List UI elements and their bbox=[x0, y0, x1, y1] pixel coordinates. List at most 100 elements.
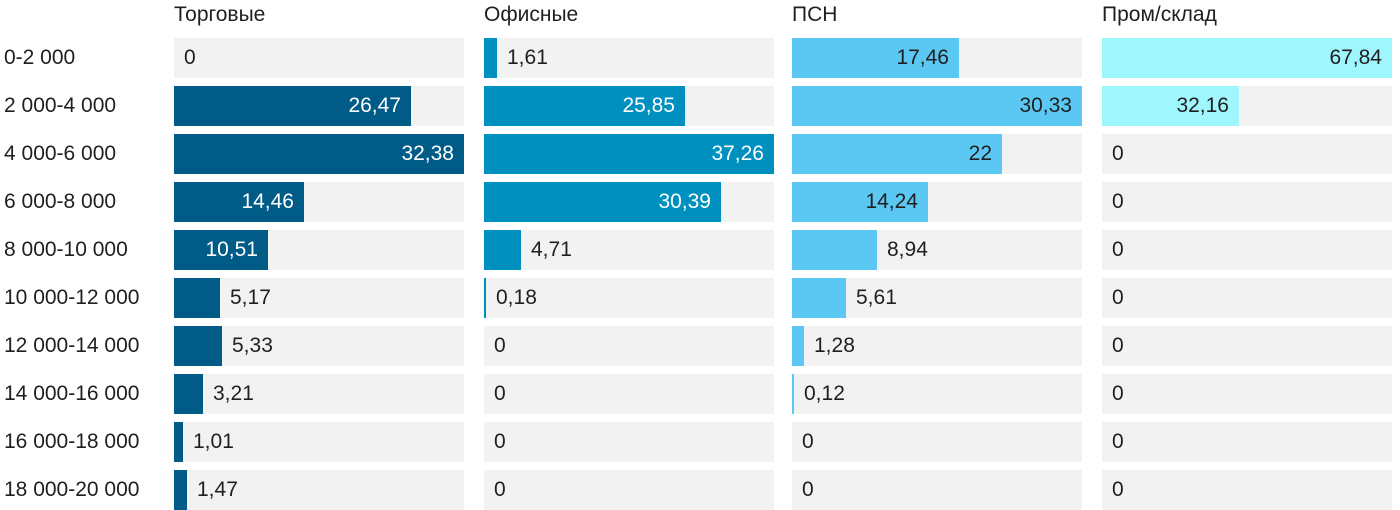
bar bbox=[484, 86, 685, 126]
bar-track: 0 bbox=[1102, 278, 1392, 318]
data-label: 8,94 bbox=[887, 238, 928, 261]
bar bbox=[792, 134, 1002, 174]
category-label: 18 000-20 000 bbox=[4, 478, 140, 501]
category-label: 8 000-10 000 bbox=[4, 238, 128, 261]
bar bbox=[174, 422, 183, 462]
bar-track: 10,51 bbox=[174, 230, 464, 270]
bar bbox=[792, 38, 959, 78]
category-label: 0-2 000 bbox=[4, 46, 76, 69]
bar bbox=[174, 230, 268, 270]
bar-track: 30,39 bbox=[484, 182, 774, 222]
data-label: 37,26 bbox=[711, 142, 764, 165]
bar bbox=[1102, 38, 1392, 78]
bar-track: 0,18 bbox=[484, 278, 774, 318]
bar-track: 32,38 bbox=[174, 134, 464, 174]
bar-track: 0 bbox=[484, 374, 774, 414]
bar bbox=[1102, 86, 1239, 126]
data-label: 5,61 bbox=[856, 286, 897, 309]
data-label: 1,01 bbox=[193, 430, 234, 453]
data-label: 0 bbox=[494, 430, 506, 453]
bar bbox=[174, 134, 464, 174]
data-label: 32,38 bbox=[401, 142, 454, 165]
bar-track: 0 bbox=[1102, 134, 1392, 174]
category-label: 14 000-16 000 bbox=[4, 382, 140, 405]
bar bbox=[484, 38, 497, 78]
bar-track: 30,33 bbox=[792, 86, 1082, 126]
data-label: 1,28 bbox=[814, 334, 855, 357]
category-label: 16 000-18 000 bbox=[4, 430, 140, 453]
bar bbox=[174, 374, 203, 414]
bar-track: 14,46 bbox=[174, 182, 464, 222]
bar-track: 8,94 bbox=[792, 230, 1082, 270]
data-label: 0 bbox=[494, 478, 506, 501]
data-label: 0 bbox=[184, 46, 196, 69]
bar-track: 67,84 bbox=[1102, 38, 1392, 78]
bar-track: 1,28 bbox=[792, 326, 1082, 366]
data-label: 67,84 bbox=[1329, 46, 1382, 69]
bar-track: 37,26 bbox=[484, 134, 774, 174]
data-label: 0 bbox=[494, 382, 506, 405]
series-title: Торговые bbox=[174, 3, 266, 26]
data-label: 25,85 bbox=[622, 94, 675, 117]
bar-track: 1,01 bbox=[174, 422, 464, 462]
data-label: 0 bbox=[1112, 238, 1124, 261]
bar-track: 0 bbox=[1102, 230, 1392, 270]
bar-track: 0 bbox=[484, 326, 774, 366]
data-label: 0 bbox=[1112, 142, 1124, 165]
data-label: 5,33 bbox=[232, 334, 273, 357]
data-label: 30,39 bbox=[658, 190, 711, 213]
bar-track: 1,61 bbox=[484, 38, 774, 78]
data-label: 1,47 bbox=[197, 478, 238, 501]
data-label: 0 bbox=[1112, 190, 1124, 213]
bar-track: 4,71 bbox=[484, 230, 774, 270]
data-label: 0 bbox=[1112, 382, 1124, 405]
category-label: 10 000-12 000 bbox=[4, 286, 140, 309]
series-title: Офисные bbox=[484, 3, 579, 26]
data-label: 4,71 bbox=[531, 238, 572, 261]
bar bbox=[484, 182, 721, 222]
bar-track: 0 bbox=[1102, 182, 1392, 222]
bar bbox=[484, 134, 774, 174]
bar-track: 0 bbox=[1102, 374, 1392, 414]
bar bbox=[792, 374, 794, 414]
data-label: 30,33 bbox=[1019, 94, 1072, 117]
bar bbox=[174, 326, 222, 366]
bar-track: 0 bbox=[1102, 470, 1392, 510]
bar-track: 0 bbox=[484, 422, 774, 462]
bar bbox=[792, 86, 1082, 126]
bar-track: 14,24 bbox=[792, 182, 1082, 222]
bar bbox=[792, 182, 928, 222]
bar bbox=[484, 230, 521, 270]
bar-track: 5,33 bbox=[174, 326, 464, 366]
data-label: 14,24 bbox=[865, 190, 918, 213]
data-label: 0 bbox=[1112, 478, 1124, 501]
data-label: 14,46 bbox=[241, 190, 294, 213]
bar bbox=[792, 230, 877, 270]
data-label: 0 bbox=[1112, 430, 1124, 453]
bar bbox=[174, 278, 220, 318]
data-label: 0 bbox=[1112, 334, 1124, 357]
data-label: 0,18 bbox=[496, 286, 537, 309]
bar-track: 0 bbox=[1102, 326, 1392, 366]
bar bbox=[174, 86, 411, 126]
bar-track: 26,47 bbox=[174, 86, 464, 126]
bar bbox=[484, 278, 486, 318]
bar-track: 25,85 bbox=[484, 86, 774, 126]
bar bbox=[174, 182, 304, 222]
bar-track: 22 bbox=[792, 134, 1082, 174]
bar-track: 5,17 bbox=[174, 278, 464, 318]
bar bbox=[792, 278, 846, 318]
bar-track: 0,12 bbox=[792, 374, 1082, 414]
data-label: 10,51 bbox=[205, 238, 258, 261]
bar-track: 3,21 bbox=[174, 374, 464, 414]
data-label: 5,17 bbox=[230, 286, 271, 309]
data-label: 3,21 bbox=[213, 382, 254, 405]
bar bbox=[792, 326, 804, 366]
bar-track: 5,61 bbox=[792, 278, 1082, 318]
category-label: 12 000-14 000 bbox=[4, 334, 140, 357]
data-label: 26,47 bbox=[348, 94, 401, 117]
bar-track: 0 bbox=[792, 422, 1082, 462]
data-label: 22 bbox=[968, 142, 992, 165]
bar-track: 0 bbox=[174, 38, 464, 78]
